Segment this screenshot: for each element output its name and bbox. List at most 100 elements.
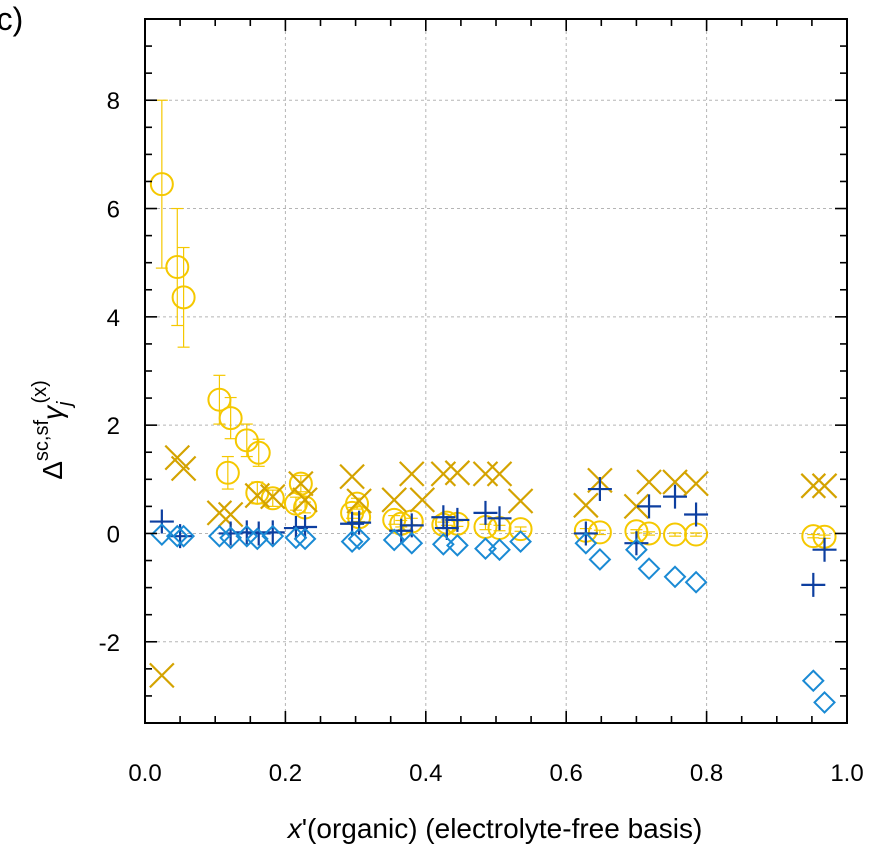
plus-point: [812, 537, 837, 562]
diamond-point: [340, 530, 364, 553]
y-axis-sub: j: [54, 401, 76, 409]
plus-point: [624, 531, 649, 556]
cross-point: [288, 470, 314, 497]
cross-point: [259, 483, 286, 510]
y-tick-label: 8: [107, 88, 120, 115]
plot-frame: [144, 18, 848, 724]
x-axis-title-var: x: [286, 813, 303, 844]
y-axis-title: Δsc,sfγj(x): [29, 380, 76, 480]
y-tick-label: 2: [107, 413, 120, 440]
y-tick-label: 4: [107, 305, 120, 332]
circle-point: [246, 440, 271, 465]
diamond-point: [813, 691, 836, 714]
cross-point: [811, 473, 838, 499]
diamond-point: [637, 557, 661, 581]
circle-point: [508, 517, 533, 542]
svg-text:Δsc,sfγj(x): Δsc,sfγj(x): [29, 380, 76, 480]
circle-point: [165, 255, 190, 280]
x-axis-title-rest: '(organic) (electrolyte-free basis): [302, 813, 703, 844]
diamond-point: [382, 528, 406, 552]
plus-point: [431, 505, 456, 530]
y-axis-sup: sc,sf: [31, 420, 53, 462]
plus-point: [445, 507, 470, 532]
circle-point: [234, 428, 259, 453]
cross-point: [149, 662, 175, 689]
circle-point: [171, 285, 196, 310]
diamond-point: [445, 533, 469, 557]
x-tick-label: 1.0: [830, 760, 863, 787]
diamond-point: [347, 527, 371, 551]
x-tick-label: 0.6: [550, 760, 583, 787]
x-axis-title: x'(organic) (electrolyte-free basis): [286, 813, 703, 844]
diamond-point: [474, 537, 497, 561]
plus-point: [587, 477, 612, 502]
y-tick-labels: -2 0 2 4 6 8: [99, 88, 120, 657]
diamond-point: [431, 532, 455, 556]
plus-point: [260, 520, 285, 545]
circle-point: [149, 172, 174, 197]
cross-point: [662, 469, 688, 495]
cross-point: [444, 460, 471, 486]
y-tick-label: 0: [107, 521, 120, 548]
cross-point: [381, 487, 407, 513]
series-plus: [149, 477, 837, 597]
circle-point: [260, 486, 285, 511]
y-axis-delta: Δ: [37, 461, 68, 480]
diamond-point: [172, 524, 196, 548]
cross-point: [170, 455, 197, 482]
diamond-point: [624, 538, 648, 562]
y-tick-label: -2: [99, 630, 120, 657]
plus-point: [149, 509, 174, 534]
cross-point: [683, 470, 709, 497]
plus-point: [684, 502, 709, 527]
x-tick-label: 0.0: [128, 760, 161, 787]
diamond-point: [261, 524, 285, 548]
cross-point: [430, 461, 457, 487]
cross-point: [800, 473, 827, 499]
panel-label: (c): [0, 1, 23, 37]
cross-point: [206, 500, 233, 526]
x-tick-labels: 0.0 0.2 0.4 0.6 0.8 1.0: [128, 760, 863, 787]
y-axis-gamma: γ: [37, 404, 68, 420]
series-circle: [149, 99, 837, 549]
x-tick-label: 0.4: [409, 760, 442, 787]
cross-point: [409, 487, 436, 513]
cross-point: [623, 493, 650, 520]
cross-point: [573, 492, 599, 519]
diamond-point: [663, 565, 687, 589]
circle-point: [345, 491, 370, 516]
cross-point: [636, 469, 662, 495]
series-diamond: [150, 523, 836, 714]
y-axis-sup2: (x): [29, 380, 51, 403]
cross-point: [486, 461, 513, 487]
circle-point: [215, 460, 240, 485]
cross-point: [292, 487, 318, 513]
axis-ticks: [144, 18, 848, 724]
diamond-point: [801, 669, 825, 693]
circle-point: [218, 406, 243, 431]
cross-point: [472, 461, 499, 487]
plus-point: [637, 494, 662, 519]
plus-point: [293, 514, 318, 539]
y-tick-label: 6: [107, 197, 120, 224]
diamond-point: [574, 531, 598, 555]
cross-point: [339, 463, 365, 490]
circle-point: [637, 521, 662, 546]
plus-point: [663, 484, 688, 509]
x-tick-label: 0.8: [690, 760, 723, 787]
diamond-point: [509, 530, 532, 553]
diamond-point: [400, 531, 424, 555]
cross-point: [398, 461, 425, 487]
plus-point: [473, 500, 498, 525]
grid: [145, 19, 847, 723]
cross-point: [507, 488, 534, 514]
plus-point: [347, 510, 372, 535]
diamond-point: [150, 523, 174, 546]
cross-point: [217, 501, 244, 528]
cross-point: [346, 488, 372, 514]
plus-point: [487, 506, 512, 531]
diamond-point: [284, 526, 308, 550]
diamond-point: [293, 527, 317, 551]
plus-point: [801, 572, 826, 597]
